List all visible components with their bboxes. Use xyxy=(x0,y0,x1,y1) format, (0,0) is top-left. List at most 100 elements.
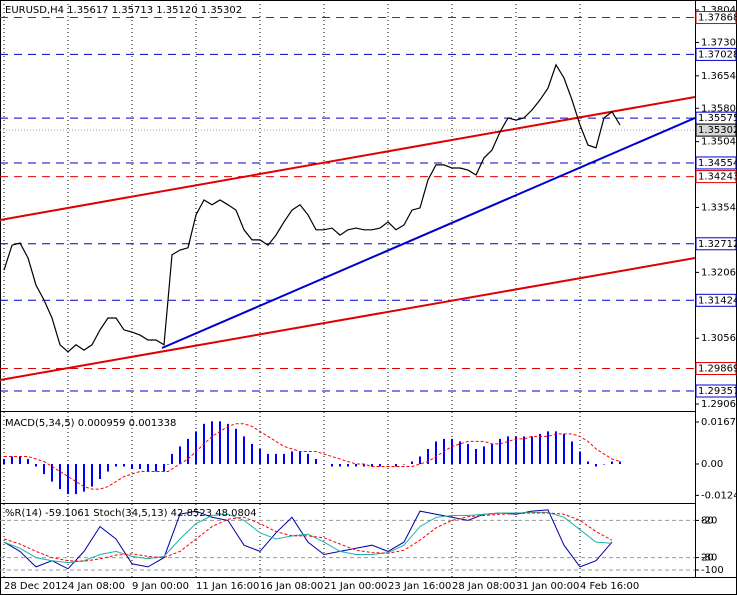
y-tick-label: 0.016731 xyxy=(701,417,737,428)
macd-bar xyxy=(339,464,341,467)
last-price-label: 1.35302 xyxy=(698,125,737,136)
oscillator-line xyxy=(3,512,613,562)
macd-bar xyxy=(435,441,437,465)
macd-bar xyxy=(243,436,245,465)
level-label: 1.32712 xyxy=(698,239,737,250)
level-label: 1.31424 xyxy=(698,295,737,306)
macd-bar xyxy=(99,464,101,480)
oscillator-line xyxy=(3,509,613,570)
price-line xyxy=(3,63,621,353)
level-box xyxy=(695,293,737,307)
macd-bar xyxy=(587,461,589,465)
macd-bar xyxy=(227,423,229,465)
y-tick-label: 0.00 xyxy=(701,459,723,470)
macd-bar xyxy=(515,436,517,465)
macd-bar xyxy=(211,421,213,465)
last-price-box xyxy=(695,123,737,137)
level-label: 1.37028 xyxy=(698,49,737,60)
y-tick-label: 1.35040 xyxy=(701,137,737,148)
macd-bar xyxy=(603,464,605,465)
trend-line xyxy=(0,96,696,221)
macd-bar xyxy=(171,453,173,465)
x-tick-label: 23 Jan 16:00 xyxy=(388,581,451,592)
x-tick-label: 11 Jan 16:00 xyxy=(196,581,259,592)
macd-bar xyxy=(139,464,141,470)
macd-bar xyxy=(483,446,485,465)
macd-bar xyxy=(579,451,581,465)
macd-bar xyxy=(363,464,365,467)
macd-bar xyxy=(275,453,277,465)
macd-bar xyxy=(267,453,269,465)
macd-bar xyxy=(315,458,317,465)
macd-bar xyxy=(595,464,597,467)
macd-bar xyxy=(43,464,45,475)
macd-bar xyxy=(379,464,381,467)
level-box xyxy=(695,11,737,25)
macd-bar xyxy=(27,458,29,465)
macd-bar xyxy=(179,446,181,465)
macd-bar xyxy=(59,464,61,490)
y2-tick-label: 80 xyxy=(701,515,714,526)
x-tick-label: 4 Feb 16:00 xyxy=(580,581,639,592)
macd-bar xyxy=(167,464,169,465)
macd-bar xyxy=(451,438,453,465)
trend-line xyxy=(0,257,696,381)
y-tick-label: 1.36540 xyxy=(701,71,737,82)
level-box xyxy=(695,156,737,170)
macd-bar xyxy=(563,433,565,465)
level-label: 1.34554 xyxy=(698,158,737,169)
level-box xyxy=(695,362,737,376)
macd-bar xyxy=(387,464,389,465)
x-tick-label: 4 Jan 08:00 xyxy=(68,581,125,592)
x-tick-label: 28 Dec 2012 xyxy=(4,581,68,592)
macd-bar xyxy=(251,443,253,465)
macd-bar xyxy=(403,464,405,465)
macd-bar xyxy=(187,438,189,465)
macd-bar xyxy=(323,464,325,465)
x-tick-label: 9 Jan 00:00 xyxy=(132,581,189,592)
y-tick-label: -80 xyxy=(701,553,717,564)
macd-bar xyxy=(523,436,525,465)
macd-bar xyxy=(19,456,21,465)
macd-bar xyxy=(291,451,293,465)
macd-bar xyxy=(475,448,477,465)
y-tick-label: 1.38040 xyxy=(701,5,737,16)
macd-bar xyxy=(307,453,309,465)
y-tick-label: 1.32060 xyxy=(701,267,737,278)
macd-bar xyxy=(411,461,413,465)
macd-bar xyxy=(611,461,613,465)
macd-bar xyxy=(299,451,301,465)
y-tick-label: 1.30560 xyxy=(701,333,737,344)
macd-bar xyxy=(355,464,357,467)
macd-bar xyxy=(35,464,37,467)
macd-bar xyxy=(539,433,541,465)
macd-bar xyxy=(3,458,5,465)
y2-tick-label: 20 xyxy=(701,553,714,564)
y-tick-label: 1.33540 xyxy=(701,202,737,213)
macd-bar xyxy=(51,464,53,482)
macd-bar xyxy=(83,464,85,492)
macd-bar xyxy=(259,448,261,465)
level-label: 1.35575 xyxy=(698,113,737,124)
macd-title: MACD(5,34,5) 0.000959 0.001338 xyxy=(5,418,176,429)
macd-bar xyxy=(219,421,221,465)
macd-bar xyxy=(235,428,237,465)
macd-bar xyxy=(75,464,77,495)
macd-bar xyxy=(547,431,549,465)
macd-bar xyxy=(395,464,397,467)
macd-bar xyxy=(555,431,557,465)
macd-bar xyxy=(531,436,533,465)
macd-bar xyxy=(147,464,149,472)
macd-bar xyxy=(131,464,133,470)
macd-bar xyxy=(123,464,125,467)
level-box xyxy=(695,170,737,184)
macd-bar xyxy=(163,464,165,472)
y-tick-label: 1.29060 xyxy=(701,399,737,410)
macd-bar xyxy=(195,431,197,465)
price-title: EURUSD,H4 1.35617 1.35713 1.35120 1.3530… xyxy=(5,5,242,16)
macd-bar xyxy=(91,464,93,487)
macd-bar xyxy=(331,464,333,467)
